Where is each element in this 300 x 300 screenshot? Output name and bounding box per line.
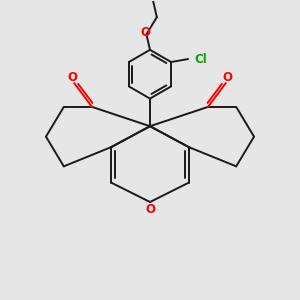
Text: Cl: Cl	[194, 52, 207, 66]
Text: O: O	[222, 71, 232, 84]
Text: O: O	[68, 71, 78, 84]
Text: O: O	[140, 26, 150, 38]
Text: O: O	[145, 203, 155, 216]
